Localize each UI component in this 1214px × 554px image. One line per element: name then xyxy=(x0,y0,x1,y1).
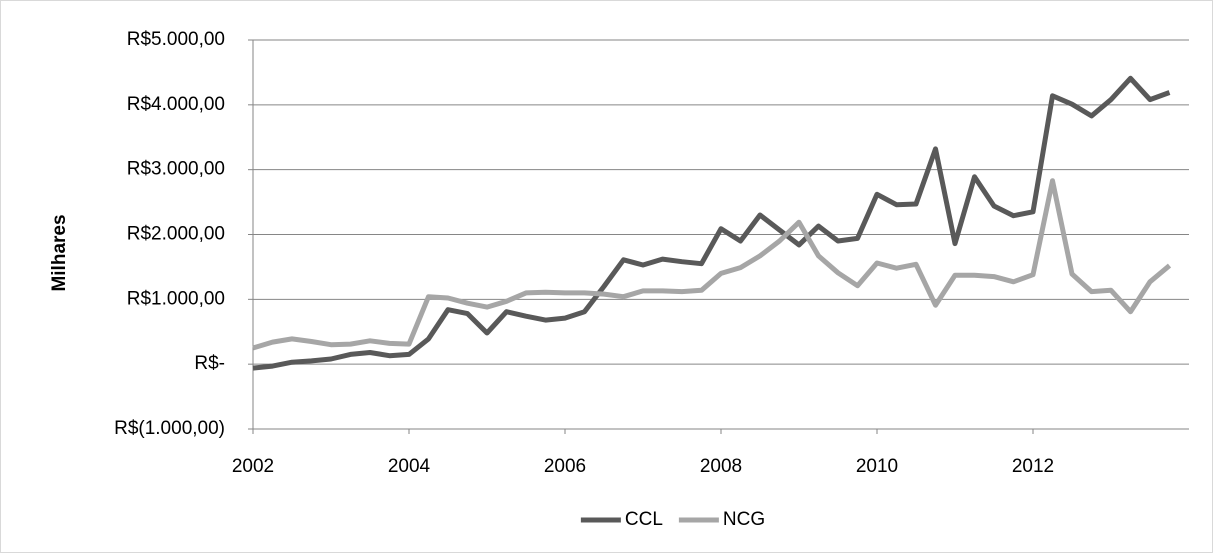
y-tick-label: R$5.000,00 xyxy=(127,29,225,50)
y-tick-label: R$4.000,00 xyxy=(127,94,225,115)
y-tick-label: R$1.000,00 xyxy=(127,288,225,309)
x-tick-label: 2006 xyxy=(544,456,586,477)
y-axis-label: Milhares xyxy=(49,214,70,291)
x-tick-label: 2004 xyxy=(388,456,431,477)
y-tick-label: R$2.000,00 xyxy=(127,224,225,245)
legend-label: CCL xyxy=(625,509,663,530)
series-line xyxy=(252,178,1172,351)
y-tick-label: R$- xyxy=(194,353,225,374)
legend-label: NCG xyxy=(723,509,765,530)
y-tick-label: R$(1.000,00) xyxy=(114,418,225,439)
y-tick-label: R$3.000,00 xyxy=(127,159,225,180)
x-tick-label: 2002 xyxy=(232,456,274,477)
x-tick-label: 2012 xyxy=(1012,456,1054,477)
series-line xyxy=(252,75,1171,371)
x-tick-label: 2008 xyxy=(700,456,742,477)
x-tick-label: 2010 xyxy=(856,456,898,477)
